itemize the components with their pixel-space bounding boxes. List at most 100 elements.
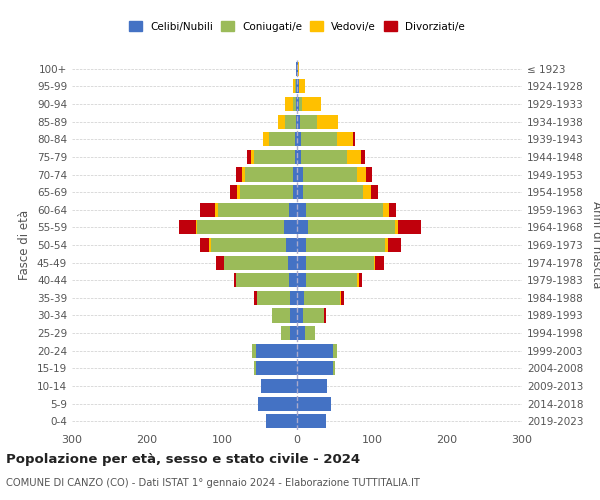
Bar — [285, 114, 296, 128]
Bar — [285, 97, 293, 111]
Bar — [357, 273, 359, 287]
Bar — [288, 256, 297, 270]
Bar — [258, 396, 297, 410]
Bar — [297, 114, 300, 128]
Bar — [297, 396, 331, 410]
Bar — [341, 291, 344, 305]
Bar — [306, 238, 385, 252]
Bar — [254, 362, 256, 376]
Bar — [299, 80, 305, 94]
Bar — [229, 185, 237, 199]
Bar — [223, 256, 224, 270]
Bar — [357, 168, 366, 181]
Bar — [359, 273, 362, 287]
Bar — [281, 326, 290, 340]
Bar — [298, 62, 299, 76]
Bar — [241, 168, 245, 181]
Bar — [297, 220, 308, 234]
Bar — [240, 185, 293, 199]
Bar — [303, 308, 324, 322]
Bar — [265, 414, 297, 428]
Bar — [234, 273, 235, 287]
Y-axis label: Fasce di età: Fasce di età — [19, 210, 31, 280]
Bar — [209, 238, 211, 252]
Bar — [388, 238, 401, 252]
Bar — [216, 256, 223, 270]
Bar — [296, 114, 297, 128]
Bar — [297, 62, 298, 76]
Bar — [295, 132, 297, 146]
Bar — [297, 273, 306, 287]
Bar — [245, 168, 293, 181]
Bar — [256, 362, 297, 376]
Bar — [302, 97, 321, 111]
Bar — [308, 220, 395, 234]
Bar — [297, 80, 299, 94]
Bar — [333, 344, 337, 358]
Bar — [296, 97, 297, 111]
Bar — [293, 80, 295, 94]
Bar — [366, 168, 372, 181]
Bar — [301, 132, 337, 146]
Bar — [293, 168, 297, 181]
Bar — [200, 202, 215, 217]
Bar — [297, 291, 304, 305]
Bar — [286, 238, 297, 252]
Bar — [324, 308, 325, 322]
Bar — [261, 379, 297, 393]
Bar — [296, 80, 297, 94]
Bar — [271, 308, 290, 322]
Bar — [297, 97, 299, 111]
Bar — [395, 220, 398, 234]
Bar — [254, 291, 257, 305]
Bar — [196, 220, 197, 234]
Bar — [269, 132, 295, 146]
Bar — [257, 291, 290, 305]
Bar — [363, 185, 371, 199]
Bar — [297, 238, 306, 252]
Bar — [277, 114, 285, 128]
Bar — [293, 185, 297, 199]
Bar — [224, 256, 288, 270]
Bar — [263, 132, 269, 146]
Bar — [371, 185, 378, 199]
Bar — [290, 326, 297, 340]
Bar — [237, 185, 240, 199]
Bar — [215, 202, 218, 217]
Bar — [295, 80, 296, 94]
Bar — [235, 168, 241, 181]
Y-axis label: Anni di nascita: Anni di nascita — [590, 202, 600, 288]
Bar — [296, 62, 297, 76]
Bar — [254, 150, 295, 164]
Bar — [333, 362, 335, 376]
Bar — [385, 238, 388, 252]
Bar — [297, 150, 301, 164]
Bar — [199, 238, 209, 252]
Bar — [398, 220, 421, 234]
Bar — [247, 150, 251, 164]
Bar — [383, 202, 389, 217]
Bar — [218, 202, 289, 217]
Bar — [299, 97, 302, 111]
Bar — [197, 220, 284, 234]
Bar — [300, 114, 317, 128]
Bar — [361, 150, 365, 164]
Bar — [297, 202, 306, 217]
Bar — [306, 202, 383, 217]
Bar — [373, 256, 375, 270]
Bar — [301, 150, 347, 164]
Bar — [337, 132, 353, 146]
Bar — [256, 344, 297, 358]
Bar — [236, 273, 289, 287]
Bar — [289, 202, 297, 217]
Bar — [297, 308, 303, 322]
Bar — [353, 132, 355, 146]
Bar — [290, 308, 297, 322]
Bar — [297, 344, 333, 358]
Bar — [295, 150, 297, 164]
Bar — [297, 326, 305, 340]
Bar — [290, 291, 297, 305]
Bar — [293, 97, 296, 111]
Bar — [211, 238, 286, 252]
Text: COMUNE DI CANZO (CO) - Dati ISTAT 1° gennaio 2024 - Elaborazione TUTTITALIA.IT: COMUNE DI CANZO (CO) - Dati ISTAT 1° gen… — [6, 478, 420, 488]
